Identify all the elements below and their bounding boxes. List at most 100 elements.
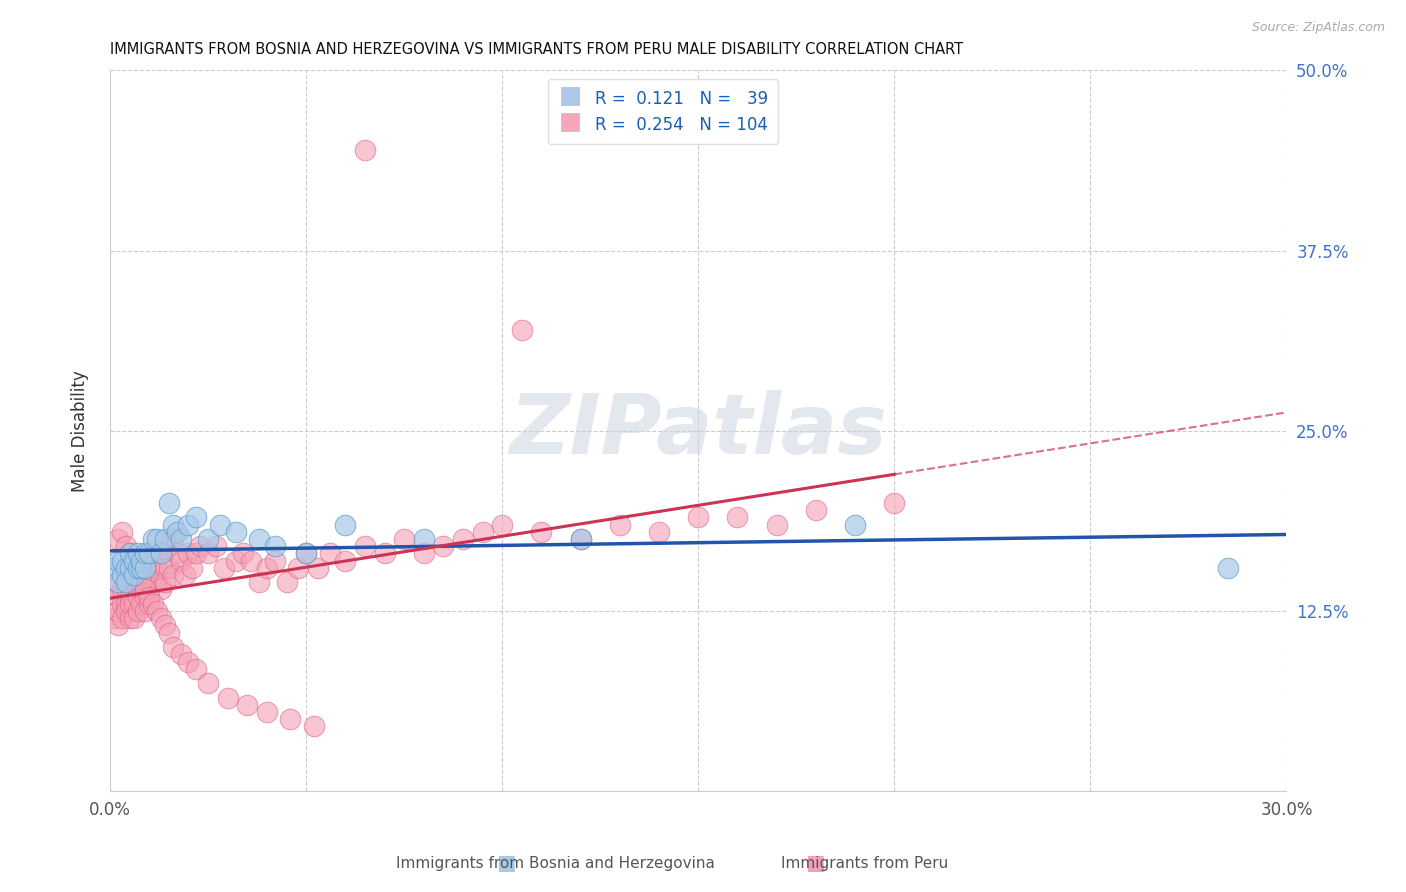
Point — [146, 561, 169, 575]
Point — [169, 553, 191, 567]
Point — [127, 604, 149, 618]
Point — [225, 524, 247, 539]
Point — [412, 532, 434, 546]
Point — [114, 539, 136, 553]
Point — [186, 510, 208, 524]
Point — [569, 532, 592, 546]
Point — [247, 532, 270, 546]
Point — [138, 546, 160, 560]
Point — [844, 517, 866, 532]
Point — [138, 597, 160, 611]
Point — [114, 575, 136, 590]
Point — [197, 546, 219, 560]
Point — [134, 546, 156, 560]
Point — [131, 553, 153, 567]
Point — [134, 590, 156, 604]
Point — [146, 532, 169, 546]
Point — [157, 496, 180, 510]
Point — [569, 532, 592, 546]
Text: Immigrants from Peru: Immigrants from Peru — [782, 856, 948, 871]
Point — [138, 582, 160, 597]
Text: ZIPatlas: ZIPatlas — [509, 391, 887, 471]
Point — [162, 640, 184, 654]
Point — [127, 590, 149, 604]
Point — [883, 496, 905, 510]
Point — [122, 561, 145, 575]
Point — [134, 561, 156, 575]
Point — [335, 553, 357, 567]
Point — [177, 546, 200, 560]
Point — [280, 712, 302, 726]
Point — [354, 143, 377, 157]
Point — [114, 604, 136, 618]
Point — [240, 553, 263, 567]
Point — [451, 532, 474, 546]
Point — [804, 503, 827, 517]
Point — [727, 510, 749, 524]
Point — [162, 568, 184, 582]
Point — [609, 517, 631, 532]
Point — [212, 561, 235, 575]
Point — [111, 553, 134, 567]
Point — [153, 561, 176, 575]
Point — [142, 597, 165, 611]
Point — [111, 524, 134, 539]
Text: ■: ■ — [806, 854, 825, 873]
Point — [1216, 561, 1239, 575]
Point — [142, 553, 165, 567]
Point — [153, 618, 176, 632]
Point — [166, 546, 188, 560]
Point — [134, 575, 156, 590]
Point — [131, 597, 153, 611]
Text: Source: ZipAtlas.com: Source: ZipAtlas.com — [1251, 21, 1385, 34]
Point — [118, 590, 141, 604]
Point — [432, 539, 454, 553]
Point — [138, 568, 160, 582]
Point — [166, 524, 188, 539]
Point — [118, 597, 141, 611]
Point — [186, 546, 208, 560]
Point — [471, 524, 494, 539]
Point — [169, 532, 191, 546]
Point — [287, 561, 309, 575]
Point — [157, 539, 180, 553]
Point — [157, 625, 180, 640]
Point — [173, 568, 195, 582]
Point — [208, 517, 231, 532]
Point — [354, 539, 377, 553]
Point — [412, 546, 434, 560]
Y-axis label: Male Disability: Male Disability — [72, 370, 89, 491]
Point — [122, 597, 145, 611]
Point — [150, 611, 173, 625]
Point — [142, 575, 165, 590]
Point — [188, 539, 211, 553]
Point — [107, 590, 129, 604]
Point — [107, 604, 129, 618]
Point — [307, 561, 329, 575]
Point — [263, 539, 285, 553]
Point — [276, 575, 298, 590]
Point — [134, 604, 156, 618]
Point — [114, 582, 136, 597]
Point — [153, 575, 176, 590]
Point — [134, 582, 156, 597]
Point — [256, 561, 278, 575]
Point — [197, 676, 219, 690]
Point — [111, 568, 134, 582]
Point — [131, 582, 153, 597]
Point — [131, 561, 153, 575]
Text: ■: ■ — [496, 854, 516, 873]
Text: Immigrants from Bosnia and Herzegovina: Immigrants from Bosnia and Herzegovina — [396, 856, 714, 871]
Point — [374, 546, 396, 560]
Point — [127, 582, 149, 597]
Point — [114, 597, 136, 611]
Point — [181, 561, 204, 575]
Point — [118, 546, 141, 560]
Point — [127, 546, 149, 560]
Point — [153, 532, 176, 546]
Point — [122, 611, 145, 625]
Point — [247, 575, 270, 590]
Point — [335, 517, 357, 532]
Point — [318, 546, 340, 560]
Point — [111, 611, 134, 625]
